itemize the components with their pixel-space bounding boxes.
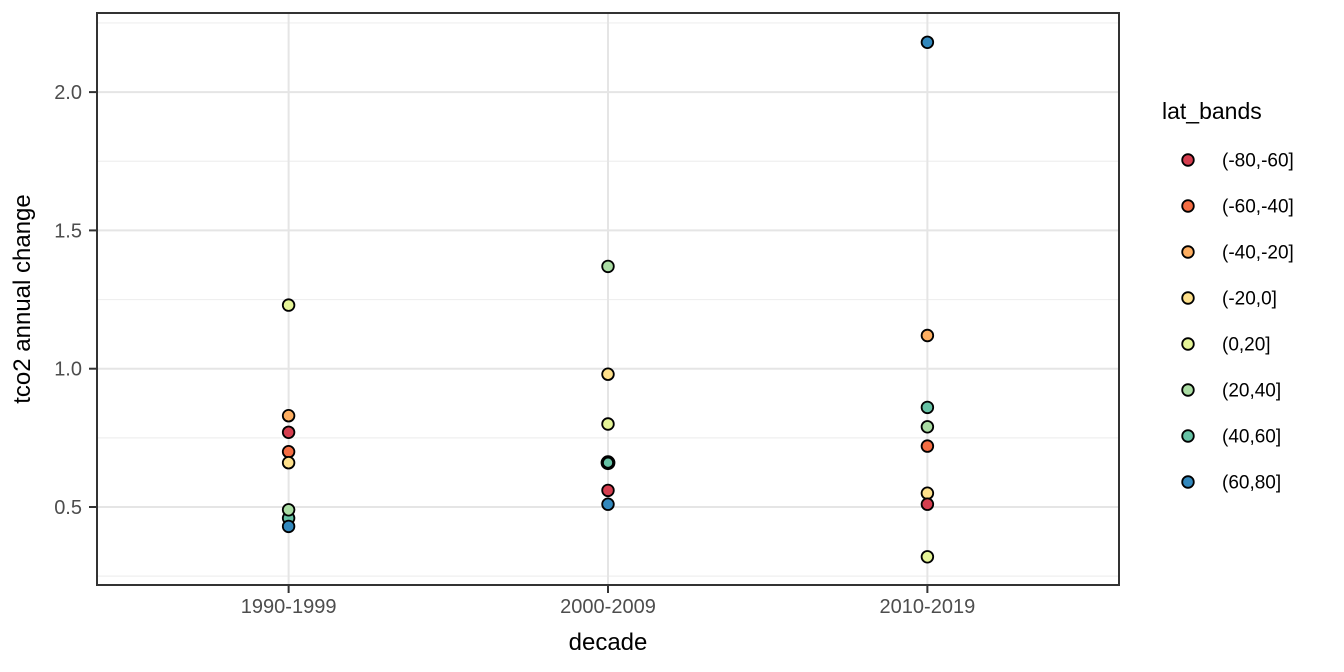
legend-item: (-20,0] — [1181, 289, 1277, 310]
legend-key-circle — [1181, 383, 1195, 397]
data-point — [281, 445, 296, 459]
data-point — [920, 439, 935, 453]
legend-key-circle — [1181, 291, 1195, 305]
legend-item: (-80,-60] — [1181, 151, 1294, 172]
data-point — [281, 409, 296, 423]
legend-item-label: (-20,0] — [1222, 289, 1277, 310]
data-point — [601, 367, 615, 381]
data-point — [920, 400, 935, 415]
legend-key-circle — [1181, 245, 1195, 259]
data-point — [920, 328, 935, 343]
legend-item: (0,20] — [1181, 335, 1271, 356]
legend-key-circle — [1181, 337, 1195, 351]
data-point — [281, 456, 296, 470]
data-point — [600, 455, 616, 471]
y-tick-label: 1.5 — [54, 220, 82, 242]
legend-item-label: (-80,-60] — [1222, 151, 1294, 172]
legend-item: (-40,-20] — [1181, 243, 1294, 264]
data-point — [920, 35, 935, 50]
data-point — [601, 259, 615, 274]
legend-item-label: (-60,-40] — [1222, 197, 1294, 218]
y-tick-label: 1.0 — [54, 359, 82, 381]
legend-item-label: (40,60] — [1222, 427, 1281, 448]
legend-item-label: (-40,-20] — [1222, 243, 1294, 264]
x-tick-label: 2010-2019 — [880, 596, 976, 618]
y-tick-label: 2.0 — [54, 82, 82, 104]
x-tick-label: 1990-1999 — [241, 596, 337, 618]
data-point — [920, 486, 935, 500]
legend-key-circle — [1181, 153, 1195, 167]
data-point — [601, 497, 615, 511]
legend: lat_bands (-80,-60] (-60,-40] (-40,-20] (-20… — [1162, 98, 1294, 494]
legend-item: (60,80] — [1181, 473, 1281, 494]
legend-item-label: (60,80] — [1222, 473, 1281, 494]
legend-key-circle — [1181, 429, 1195, 443]
legend-item-label: (20,40] — [1222, 381, 1281, 402]
legend-item-label: (0,20] — [1222, 335, 1271, 356]
data-point — [281, 519, 296, 534]
y-axis-title: tco2 annual change — [9, 194, 36, 404]
data-point — [920, 420, 935, 434]
legend-item: (20,40] — [1181, 381, 1281, 402]
y-tick-label: 0.5 — [54, 497, 82, 519]
data-point — [920, 550, 935, 564]
x-tick-label: 2000-2009 — [560, 596, 656, 618]
x-axis-title: decade — [569, 629, 648, 656]
legend-title: lat_bands — [1162, 98, 1262, 124]
data-point — [281, 425, 296, 440]
data-point — [281, 503, 296, 517]
data-point — [920, 497, 935, 511]
data-point — [281, 298, 296, 312]
data-points-layer — [281, 35, 935, 564]
data-point — [601, 417, 615, 431]
legend-item: (-60,-40] — [1181, 197, 1294, 218]
data-point — [601, 483, 615, 498]
legend-key-circle — [1181, 199, 1195, 213]
legend-key-circle — [1181, 475, 1195, 489]
legend-item: (40,60] — [1181, 427, 1281, 448]
